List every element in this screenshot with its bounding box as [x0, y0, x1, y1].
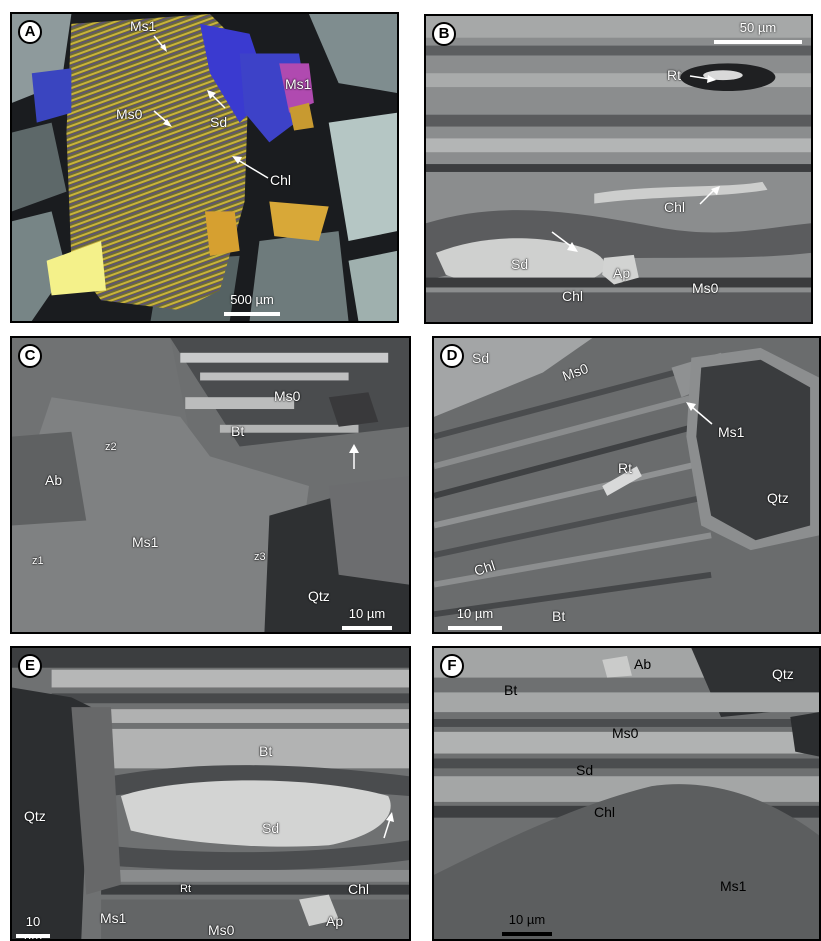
mineral-label-qtz: Qtz — [24, 808, 46, 824]
panel-a: A Ms1 Ms1 Ms0 Sd Chl 500 µm — [10, 12, 399, 323]
panel-e-label: E — [18, 654, 42, 678]
mineral-label-ms1: Ms1 — [285, 76, 312, 92]
scale-bar-label: 10 µm — [508, 912, 546, 927]
arrow-icon — [686, 402, 713, 425]
scale-bar: 10 µm — [16, 914, 50, 939]
arrow-icon — [349, 444, 359, 469]
mineral-label-ms1: Ms1 — [718, 424, 745, 440]
panel-d-micrograph — [434, 338, 819, 632]
mineral-label-ap: Ap — [613, 265, 631, 281]
mineral-label-bt: Bt — [552, 608, 566, 624]
mineral-label-ab: Ab — [45, 472, 63, 488]
arrow-icon — [689, 75, 716, 83]
mineral-label-sd: Sd — [472, 350, 490, 366]
scale-bar-label: 500 µm — [230, 292, 274, 307]
mineral-label-ab: Ab — [634, 656, 652, 672]
panel-f-label: F — [440, 654, 464, 678]
arrow-icon — [699, 186, 720, 205]
panel-b-label: B — [432, 22, 456, 46]
mineral-label-chl: Chl — [594, 804, 616, 820]
mineral-label-ap: Ap — [326, 913, 344, 929]
zone-label-z1: z1 — [32, 555, 44, 567]
mineral-label-bt: Bt — [504, 682, 518, 698]
panel-d-label: D — [440, 344, 464, 368]
scale-bar: 10 µm — [448, 606, 502, 630]
mineral-label-ms0: Ms0 — [274, 388, 301, 404]
mineral-label-ms0: Ms0 — [116, 106, 143, 122]
panel-c: C Ms0 Bt Ab z2 Ms1 z1 z3 Qtz 10 µm — [10, 336, 411, 634]
scale-bar-label: 10 µm — [348, 606, 386, 621]
mineral-label-qtz: Qtz — [308, 588, 330, 604]
panel-a-label: A — [18, 20, 42, 44]
arrow-icon — [207, 90, 226, 109]
mineral-label-sd: Sd — [210, 114, 228, 130]
mineral-label-sd: Sd — [576, 762, 594, 778]
mineral-label-qtz: Qtz — [767, 490, 789, 506]
mineral-label-ms0: Ms0 — [612, 725, 639, 741]
panel-f-micrograph — [434, 648, 819, 939]
zone-label-z3: z3 — [254, 551, 266, 563]
mineral-label-bt: Bt — [231, 423, 245, 439]
scale-bar: 50 µm — [714, 20, 802, 44]
mineral-label-ms1: Ms1 — [720, 878, 747, 894]
arrow-icon — [153, 35, 167, 52]
zone-label-z2: z2 — [105, 441, 117, 453]
mineral-label-chl: Chl — [270, 172, 292, 188]
mineral-label-ms1: Ms1 — [100, 910, 127, 926]
panel-f: F Ab Qtz Bt Ms0 Sd Chl Ms1 10 µm — [432, 646, 821, 941]
panel-d: D Sd Ms0 Ms1 Rt Qtz Chl Bt 10 µm — [432, 336, 821, 634]
panel-c-label: C — [18, 344, 42, 368]
scale-bar: 10 µm — [502, 912, 552, 936]
panel-c-micrograph — [12, 338, 409, 632]
mineral-label-sd: Sd — [262, 820, 280, 836]
mineral-label-ms1: Ms1 — [132, 534, 159, 550]
arrow-icon — [551, 231, 578, 252]
panel-b: B 50 µm Rt Chl Sd Ap Chl Ms0 — [424, 14, 813, 324]
panel-b-micrograph — [426, 16, 811, 322]
scale-bar: 10 µm — [342, 606, 392, 630]
arrow-icon — [232, 156, 269, 179]
mineral-label-rt: Rt — [180, 883, 191, 895]
mineral-label-qtz: Qtz — [772, 666, 794, 682]
mineral-label-chl: Chl — [664, 199, 686, 215]
mineral-label-ms0: Ms0 — [208, 922, 235, 938]
mineral-label-ms0: Ms0 — [692, 280, 719, 296]
mineral-label-chl: Chl — [562, 288, 584, 304]
panel-e: E Bt Qtz Sd Rt Chl Ap Ms1 Ms0 10 µm — [10, 646, 411, 941]
panel-e-micrograph — [12, 648, 409, 939]
mineral-label-sd: Sd — [511, 256, 529, 272]
mineral-label-chl: Chl — [348, 881, 370, 897]
scale-bar-label: 10 µm — [456, 606, 494, 621]
mineral-label-rt: Rt — [667, 67, 681, 83]
arrow-icon — [153, 110, 172, 127]
scale-bar: 500 µm — [224, 292, 280, 316]
mineral-label-rt: Rt — [618, 460, 632, 476]
mineral-label-bt: Bt — [259, 743, 273, 759]
arrow-icon — [383, 812, 394, 839]
scale-bar-label: 50 µm — [739, 20, 777, 35]
panel-a-micrograph — [12, 14, 397, 321]
mineral-label-ms1: Ms1 — [130, 18, 157, 34]
